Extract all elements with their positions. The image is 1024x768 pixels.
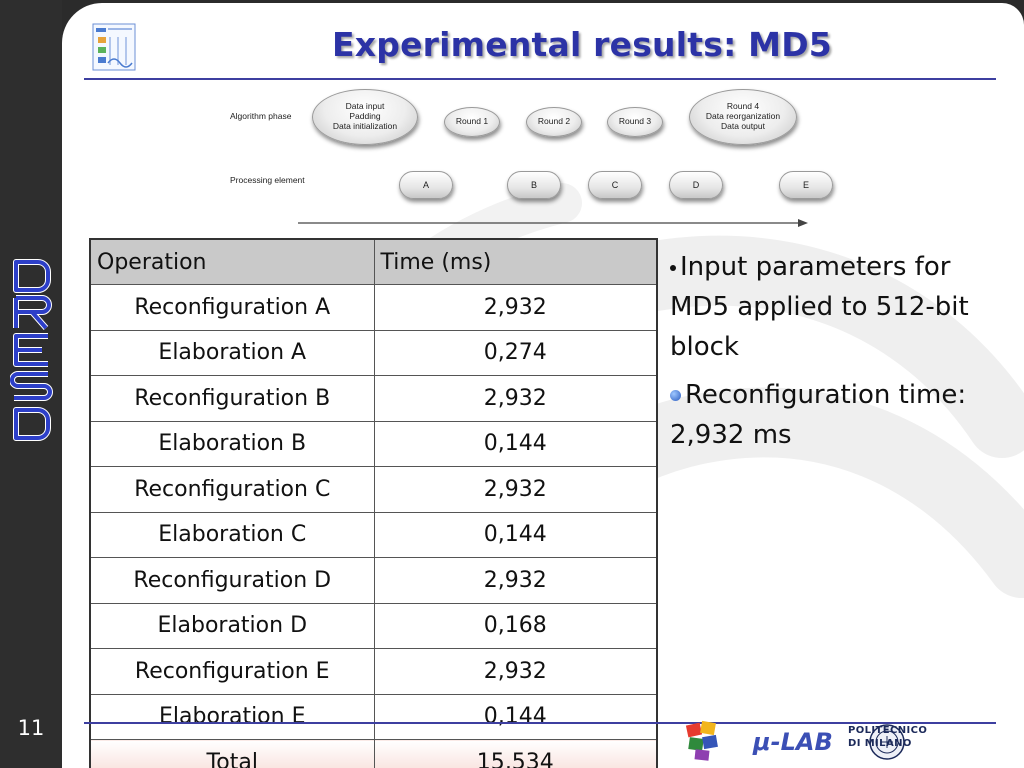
time-cell: 0,168 (373, 602, 658, 649)
pipeline-diagram: Algorithm phase Processing element Data … (226, 87, 866, 227)
table-row: Reconfiguration A 2,932 (89, 284, 658, 331)
operation-cell: Reconfiguration C (89, 466, 375, 513)
title-divider (84, 78, 996, 80)
phase-node-5-line-3: Data output (721, 120, 765, 131)
table-row: Elaboration C 0,144 (89, 511, 658, 558)
time-cell: 2,932 (373, 375, 658, 422)
phase-node-4: Round 3 (607, 107, 663, 137)
time-cell: 0,144 (373, 511, 658, 558)
table-header-row: Operation Time (ms) (89, 238, 658, 285)
table-row: Reconfiguration D 2,932 (89, 557, 658, 604)
dresd-logo (10, 259, 53, 441)
operation-cell: Reconfiguration E (89, 648, 375, 695)
phase-node-1: Data input Padding Data initialization (312, 89, 418, 145)
row-label-processing: Processing element (230, 175, 305, 185)
polimi-logo-text: POLITECNICO DI MILANO (848, 724, 927, 750)
operation-cell: Elaboration C (89, 511, 375, 558)
document-icon (92, 23, 136, 71)
operation-cell: Elaboration A (89, 329, 375, 376)
table-total-row: Total 15,534 (89, 739, 658, 768)
processing-element-c: C (588, 171, 642, 199)
processing-element-e: E (779, 171, 833, 199)
polimi-line-2: DI MILANO (848, 738, 912, 749)
time-cell: 0,144 (373, 693, 658, 740)
puzzle-logo (685, 720, 718, 761)
phase-node-2: Round 1 (444, 107, 500, 137)
operation-cell: Elaboration E (89, 693, 375, 740)
time-arrow (298, 219, 808, 227)
operation-cell: Reconfiguration D (89, 557, 375, 604)
bullet-list: Input parameters for MD5 applied to 512-… (670, 247, 970, 463)
slide-title: Experimental results: MD5 (332, 25, 832, 64)
slide-number: 11 (17, 716, 45, 740)
processing-element-a-label: A (422, 180, 429, 190)
mulab-logo: μ-LAB (752, 728, 833, 756)
column-header-time: Time (ms) (373, 238, 658, 285)
total-value-cell: 15,534 (373, 739, 658, 768)
footer-logos: μ-LAB (685, 720, 905, 761)
time-cell: 2,932 (373, 557, 658, 604)
polimi-line-1: POLITECNICO (848, 725, 928, 736)
bullet-sphere-icon (670, 390, 681, 401)
phase-node-3: Round 2 (526, 107, 582, 137)
results-table: Operation Time (ms) Reconfiguration A 2,… (89, 238, 658, 768)
processing-element-b: B (507, 171, 561, 199)
processing-element-c-label: C (611, 180, 619, 190)
processing-element-b-label: B (530, 180, 537, 190)
processing-element-d-label: D (692, 180, 700, 190)
table-row: Elaboration E 0,144 (89, 693, 658, 740)
time-cell: 2,932 (373, 648, 658, 695)
time-cell: 2,932 (373, 466, 658, 513)
phase-node-3-label: Round 2 (537, 116, 571, 127)
operation-cell: Elaboration D (89, 602, 375, 649)
processing-element-e-label: E (802, 180, 809, 190)
polimi-seal-icon (869, 724, 905, 760)
bullet-dot-icon (670, 264, 676, 271)
bullet-text: Reconfiguration time: 2,932 ms (670, 380, 967, 450)
phase-node-1-line-3: Data initialization (332, 120, 398, 131)
operation-cell: Reconfiguration B (89, 375, 375, 422)
operation-cell: Elaboration B (89, 420, 375, 467)
processing-element-a: A (399, 171, 453, 199)
table-row: Reconfiguration E 2,932 (89, 648, 658, 695)
table-row: Reconfiguration B 2,932 (89, 375, 658, 422)
phase-node-4-label: Round 3 (618, 116, 652, 127)
phase-node-2-label: Round 1 (455, 116, 489, 127)
sidebar: 11 (0, 0, 62, 768)
time-cell: 0,144 (373, 420, 658, 467)
phase-node-5-line-2: Data reorganization (705, 111, 781, 122)
table-row: Reconfiguration C 2,932 (89, 466, 658, 513)
time-cell: 2,932 (373, 284, 658, 331)
slide: Experimental results: MD5 Algorithm phas… (62, 3, 1024, 768)
footer-divider (84, 722, 996, 724)
time-cell: 0,274 (373, 329, 658, 376)
table-row: Elaboration B 0,144 (89, 420, 658, 467)
bullet-item: Reconfiguration time: 2,932 ms (670, 375, 970, 455)
phase-node-1-line-1: Data input (345, 101, 385, 112)
bullet-text: Input parameters for MD5 applied to 512-… (670, 252, 969, 362)
phase-node-5-line-1: Round 4 (726, 101, 760, 112)
phase-node-5: Round 4 Data reorganization Data output (689, 89, 797, 145)
bullet-item: Input parameters for MD5 applied to 512-… (670, 247, 970, 367)
total-label-cell: Total (89, 739, 375, 768)
column-header-operation: Operation (89, 238, 375, 285)
table-row: Elaboration A 0,274 (89, 329, 658, 376)
row-label-phase: Algorithm phase (230, 111, 292, 121)
table-row: Elaboration D 0,168 (89, 602, 658, 649)
operation-cell: Reconfiguration A (89, 284, 375, 331)
processing-element-d: D (669, 171, 723, 199)
phase-node-1-line-2: Padding (349, 111, 381, 122)
